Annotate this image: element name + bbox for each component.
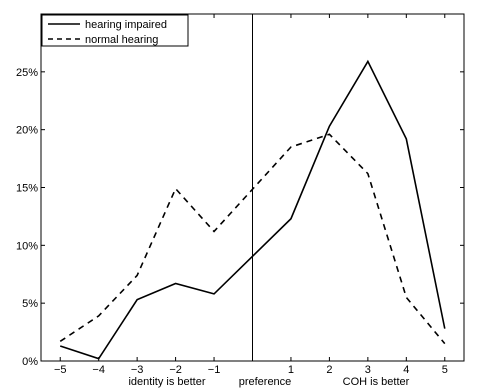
- x-tick-label: 1: [288, 364, 294, 376]
- axes: 0% 5% 10% 15% 20% 25% −5 −4 −3 −2 −1 1 2 3 4 5: [16, 14, 464, 376]
- x-tick-label: −5: [54, 364, 67, 376]
- y-tick-label: 15%: [16, 183, 38, 195]
- y-tick-label: 0%: [22, 356, 38, 368]
- x-tick-label: 3: [365, 364, 371, 376]
- x-tick-label: −2: [169, 364, 182, 376]
- legend-label-normal-hearing: normal hearing: [85, 34, 158, 46]
- series-line-normal-hearing: [59, 133, 446, 345]
- x-tick-label: −3: [131, 364, 144, 376]
- xlabel-center: preference: [239, 376, 292, 388]
- y-tick-label: 5%: [22, 298, 38, 310]
- series-line-hearing-impaired: [59, 59, 446, 360]
- xlabel-left: identity is better: [128, 376, 205, 388]
- xlabel-right: COH is better: [343, 376, 410, 388]
- x-axis-labels: identity is better preference COH is bet…: [128, 376, 409, 388]
- series-layer: [59, 59, 446, 360]
- x-tick-label: 4: [403, 364, 409, 376]
- y-tick-label: 10%: [16, 240, 38, 252]
- legend-box: [41, 14, 189, 47]
- x-tick-label: 2: [326, 364, 332, 376]
- x-tick-label: −1: [208, 364, 221, 376]
- legend-label-hearing-impaired: hearing impaired: [85, 19, 167, 31]
- x-tick-label: −4: [92, 364, 105, 376]
- x-tick-label: 5: [442, 364, 448, 376]
- legend: hearing impaired normal hearing: [41, 14, 189, 47]
- y-tick-label: 25%: [16, 67, 38, 79]
- y-tick-label: 20%: [16, 125, 38, 137]
